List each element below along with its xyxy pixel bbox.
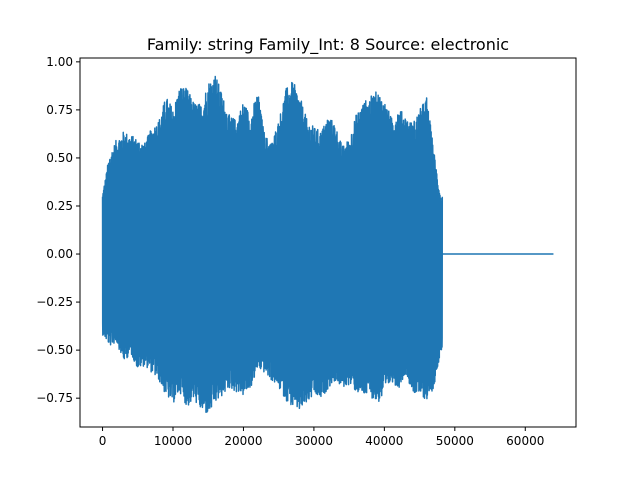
x-axis: 0 10000 20000 30000 40000 50000 60000 <box>99 427 544 448</box>
y-tick-label: −0.25 <box>36 295 73 309</box>
plot-frame <box>79 57 577 428</box>
x-tick-label: 0 <box>99 434 107 448</box>
y-tick-label: 0.75 <box>46 103 73 117</box>
y-axis: −0.75 −0.50 −0.25 0.00 0.25 0.50 0.75 1.00 <box>36 55 80 405</box>
x-tick-label: 40000 <box>365 434 403 448</box>
x-tick-label: 20000 <box>224 434 262 448</box>
plot-data <box>101 75 554 413</box>
x-tick-label: 10000 <box>154 434 192 448</box>
y-tick-label: 0.25 <box>46 199 73 213</box>
y-tick-label: 1.00 <box>46 55 73 69</box>
waveform-line <box>101 75 554 413</box>
x-tick-label: 60000 <box>506 434 544 448</box>
y-tick-label: −0.75 <box>36 391 73 405</box>
y-tick-label: 0.50 <box>46 151 73 165</box>
y-tick-label: −0.50 <box>36 343 73 357</box>
x-tick-label: 50000 <box>436 434 474 448</box>
x-tick-label: 30000 <box>295 434 333 448</box>
chart-title: Family: string Family_Int: 8 Source: ele… <box>147 35 509 55</box>
y-tick-label: 0.00 <box>46 247 73 261</box>
